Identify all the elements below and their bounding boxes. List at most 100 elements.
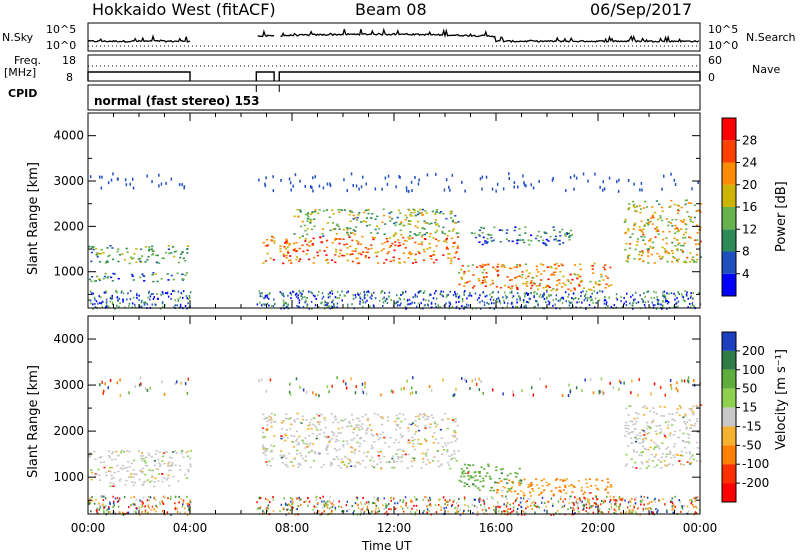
echo-cell xyxy=(680,244,683,247)
echo-cell xyxy=(561,505,564,508)
echo-cell xyxy=(650,453,653,456)
echo-cell xyxy=(388,246,391,248)
echo-cell xyxy=(151,476,154,479)
echo-cell xyxy=(546,297,548,300)
echo-cell xyxy=(134,303,136,306)
echo-cell xyxy=(495,189,497,193)
echo-cell xyxy=(548,301,551,304)
echo-cell xyxy=(512,295,515,298)
echo-cell xyxy=(173,305,175,308)
echo-cell xyxy=(356,498,359,501)
echo-cell xyxy=(405,502,407,505)
echo-cell xyxy=(112,272,115,275)
echo-cell xyxy=(552,226,555,228)
echo-cell xyxy=(582,290,584,293)
echo-cell xyxy=(138,383,141,387)
echo-cell xyxy=(139,376,142,380)
echo-cell xyxy=(133,510,135,513)
echo-cell xyxy=(518,234,521,236)
echo-cell xyxy=(662,498,664,501)
echo-cell xyxy=(294,293,297,296)
echo-cell xyxy=(297,463,300,466)
echo-cell xyxy=(307,428,310,430)
echo-cell xyxy=(496,266,499,268)
echo-cell xyxy=(367,248,370,250)
echo-cell xyxy=(107,386,109,390)
echo-cell xyxy=(497,263,500,266)
echo-cell xyxy=(632,200,635,203)
echo-cell xyxy=(676,230,679,233)
echo-cell xyxy=(595,479,598,481)
echo-cell xyxy=(177,298,180,301)
echo-cell xyxy=(303,224,306,227)
echo-cell xyxy=(450,259,453,262)
echo-cell xyxy=(655,307,658,310)
echo-cell xyxy=(96,507,98,510)
echo-cell xyxy=(287,503,290,506)
echo-cell xyxy=(478,235,481,237)
echo-cell xyxy=(663,248,666,250)
echo-cell xyxy=(328,507,331,510)
echo-cell xyxy=(128,305,130,308)
echo-cell xyxy=(267,507,269,510)
echo-cell xyxy=(395,221,398,224)
echo-cell xyxy=(114,458,117,461)
echo-cell xyxy=(110,474,113,477)
echo-cell xyxy=(647,248,650,250)
echo-cell xyxy=(279,250,282,253)
echo-cell xyxy=(589,295,592,298)
echo-cell xyxy=(467,464,470,466)
echo-cell xyxy=(397,441,400,444)
echo-cell xyxy=(616,499,618,502)
echo-cell xyxy=(466,483,469,486)
echo-cell xyxy=(315,505,317,508)
echo-cell xyxy=(295,241,298,244)
echo-cell xyxy=(564,291,567,294)
echo-cell xyxy=(673,506,676,509)
echo-cell xyxy=(407,441,410,444)
echo-cell xyxy=(644,295,646,298)
echo-cell xyxy=(364,466,367,469)
echo-cell xyxy=(326,445,329,448)
velocity-colorbar-segment xyxy=(722,332,736,351)
echo-cell xyxy=(682,416,685,419)
echo-cell xyxy=(442,290,445,293)
echo-cell xyxy=(285,413,288,415)
echo-cell xyxy=(634,498,636,501)
velocity-colorbar-tick-label: 15 xyxy=(742,401,757,415)
echo-cell xyxy=(501,495,504,497)
echo-cell xyxy=(590,265,593,267)
echo-cell xyxy=(338,228,341,230)
echo-cell xyxy=(486,301,488,304)
echo-cell xyxy=(628,243,632,245)
echo-cell xyxy=(650,508,652,511)
echo-cell xyxy=(375,433,378,435)
echo-cell xyxy=(577,480,581,482)
echo-cell xyxy=(458,283,461,286)
echo-cell xyxy=(295,440,298,442)
echo-cell xyxy=(525,292,527,295)
echo-cell xyxy=(540,273,543,275)
echo-cell xyxy=(353,233,356,236)
echo-cell xyxy=(109,466,112,469)
echo-cell xyxy=(186,513,189,516)
echo-cell xyxy=(395,423,398,426)
echo-cell xyxy=(162,510,164,513)
echo-cell xyxy=(90,260,93,263)
echo-cell xyxy=(491,187,494,191)
echo-cell xyxy=(454,215,457,217)
echo-cell xyxy=(461,377,463,380)
echo-cell xyxy=(376,215,379,218)
echo-cell xyxy=(461,305,463,307)
echo-cell xyxy=(373,237,376,239)
echo-cell xyxy=(361,388,363,392)
echo-cell xyxy=(153,460,156,462)
echo-cell xyxy=(320,241,324,244)
echo-cell xyxy=(530,234,533,237)
echo-cell xyxy=(312,459,316,462)
echo-cell xyxy=(140,455,143,457)
echo-cell xyxy=(512,506,515,509)
echo-cell xyxy=(627,433,630,435)
echo-cell xyxy=(305,253,308,255)
echo-cell xyxy=(133,503,135,506)
